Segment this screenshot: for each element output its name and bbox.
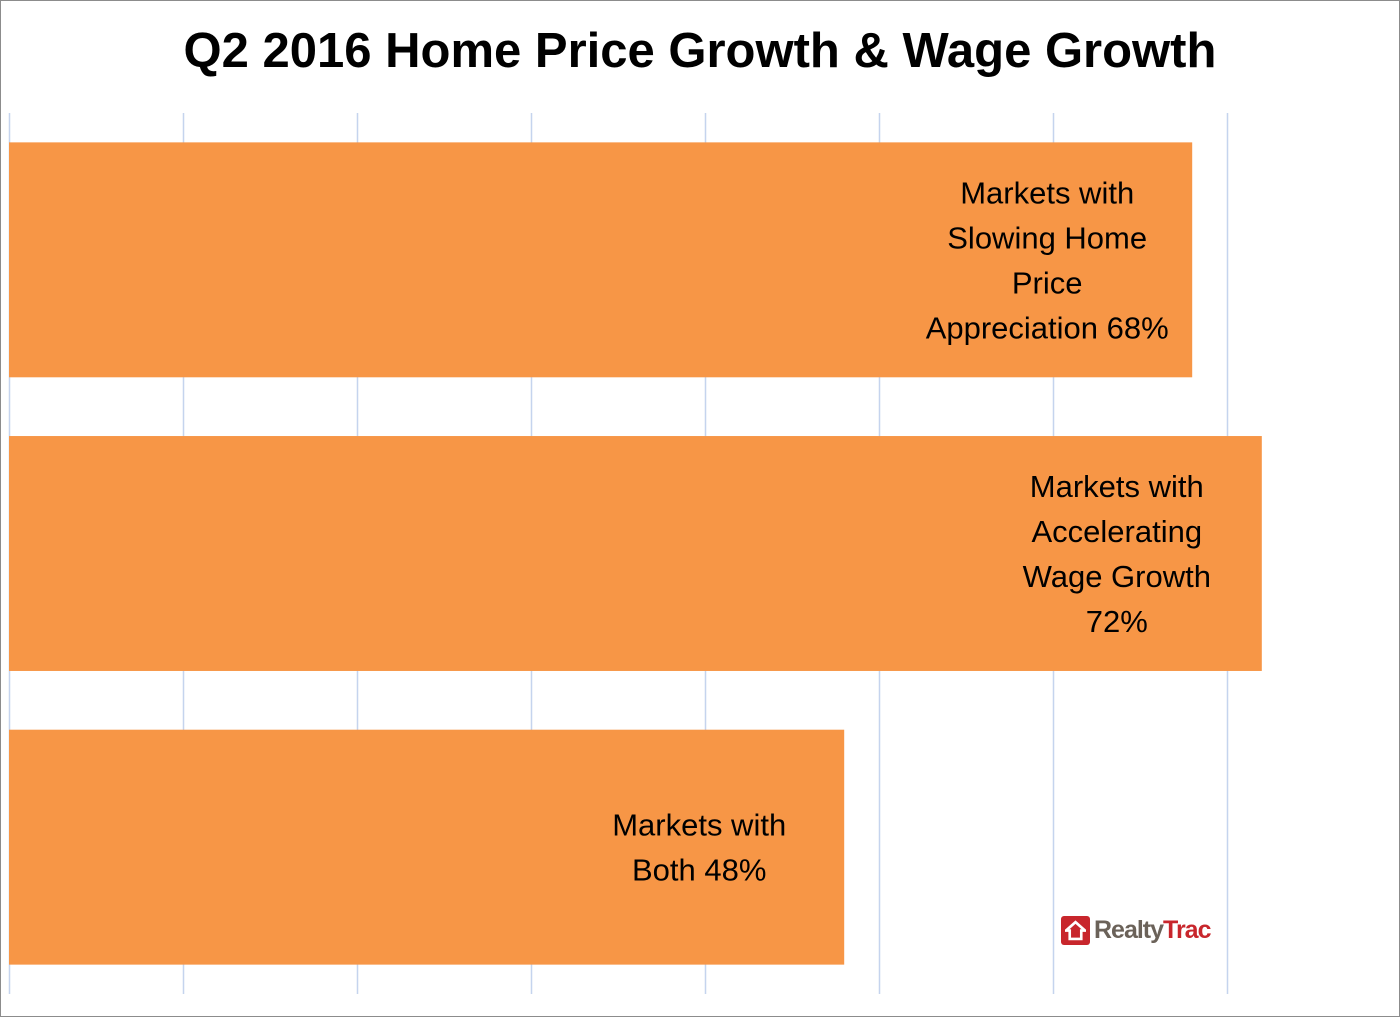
bar-label-line: Wage Growth	[1023, 559, 1211, 594]
bar-label-line: Slowing Home	[947, 220, 1147, 255]
bar-label-1: Markets with Accelerating Wage Growth 72%	[1023, 469, 1211, 639]
chart-title: Q2 2016 Home Price Growth & Wage Growth	[183, 24, 1217, 78]
bar-label-line: Price	[1012, 265, 1083, 300]
house-icon	[1061, 916, 1090, 945]
bar-label-0: Markets with Slowing Home Price Appreciatio…	[926, 175, 1169, 345]
realtytrac-logo: RealtyTrac	[1061, 916, 1211, 945]
bar-2	[9, 729, 845, 965]
bar-label-line: Appreciation 68%	[926, 310, 1169, 345]
bar-label-line: Markets with	[960, 175, 1134, 210]
logo-text: RealtyTrac	[1094, 916, 1211, 944]
bar-label-line: Accelerating	[1032, 514, 1203, 549]
bar-0	[9, 142, 1193, 378]
bar-1	[9, 436, 1262, 671]
bar-label-line: Markets with	[1030, 469, 1204, 504]
bar-label-line: Markets with	[612, 808, 786, 843]
bar-label-line: Both 48%	[632, 853, 766, 888]
bar-label-2: Markets with Both 48%	[612, 808, 786, 888]
bar-label-line: 72%	[1086, 604, 1148, 639]
